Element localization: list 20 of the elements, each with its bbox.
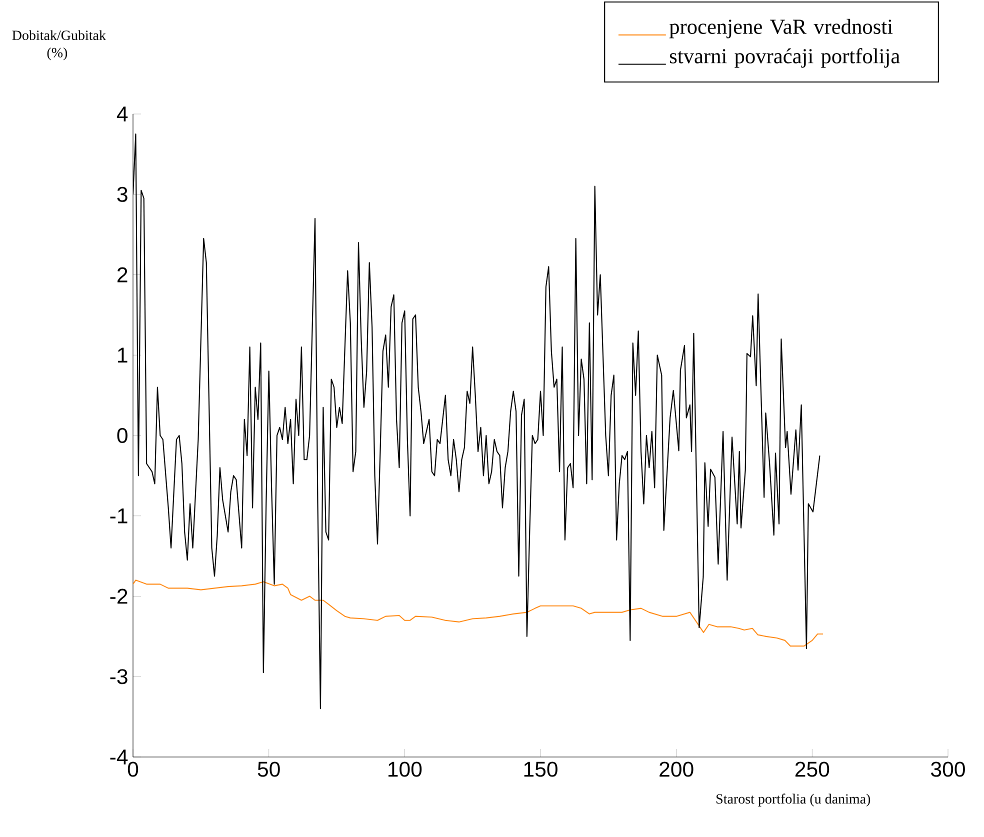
- y-tick-label: 2: [118, 267, 128, 282]
- x-tick-label: 150: [524, 762, 558, 777]
- x-tick-label: 300: [931, 762, 965, 777]
- legend-label: stvarni povraćaji portfolija: [670, 48, 900, 68]
- x-tick-label: 50: [258, 762, 280, 777]
- y-tick-label: 3: [117, 186, 128, 202]
- x-tick-label: 100: [388, 762, 422, 777]
- x-axis-title: Starost portfolia (u danima): [716, 794, 870, 806]
- x-tick-label: 250: [795, 762, 830, 777]
- y-tick-label: -3: [110, 669, 128, 684]
- y-tick-label: -2: [110, 588, 128, 604]
- y-tick-label: -1: [110, 508, 128, 524]
- y-tick-label: -4: [110, 750, 128, 764]
- y-tick-label: 1: [118, 348, 128, 362]
- x-tick-label: 0: [128, 762, 138, 777]
- x-tick-label: 200: [660, 762, 694, 777]
- y-tick-label: 4: [116, 106, 128, 122]
- legend-label: procenjene VaR vrednosti: [669, 18, 893, 38]
- y-axis-title: Dobitak/Gubitak (%): [12, 30, 106, 60]
- y-tick-label: 0: [117, 428, 128, 444]
